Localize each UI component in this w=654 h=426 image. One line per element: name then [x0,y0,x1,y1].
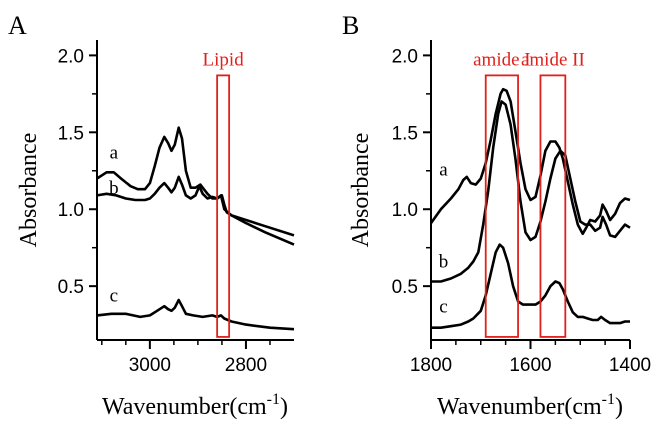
region-label-a-0: Lipid [203,49,245,70]
series-label-b-b: b [439,252,449,273]
y-axis-label-b: Absorbance [348,133,374,248]
panel-label-a: A [8,11,27,40]
spectrum-line-b-a [429,87,631,236]
region-box-a-0 [216,74,231,338]
y-axis-label-a: Absorbance [16,133,42,248]
x-tick-label-a-1: 2800 [225,355,267,376]
x-axis-label-a-main: Wavenumber(cm [102,394,267,420]
x-axis-label-a: Wavenumber(cm-1) [102,391,288,420]
series-label-b-a: a [439,159,448,180]
y-tick-label-a-1: 1.0 [58,200,84,221]
x-axis-label-a-close: ) [280,394,288,420]
spectrum-line-b-b [431,100,631,283]
series-label-a-c: c [110,286,118,307]
y-tick-label-b-2: 1.5 [392,123,418,144]
region-box-b-1 [539,74,567,338]
y-tick-label-b-1: 1.0 [392,200,418,221]
x-tick-label-b-2: 1400 [609,355,651,376]
x-tick-label-a-0: 3000 [129,355,171,376]
series-label-a-b: b [109,178,119,199]
series-label-b-c: c [439,296,447,317]
panel-b: B 1800 1600 1400 0.5 1.0 1.5 2.0 a b c amide Iam… [342,11,651,420]
y-tick-label-b-3: 2.0 [392,46,418,67]
y-tick-label-a-0: 0.5 [58,277,84,298]
spectrum-line-a-b [96,175,295,246]
x-axis-label-b-close: ) [615,394,623,420]
y-tick-label-a-3: 2.0 [58,46,84,67]
x-axis-label-b: Wavenumber(cm-1) [437,391,623,420]
region-label-b-1: amide II [521,49,585,70]
panel-label-b: B [342,11,359,40]
spectrum-line-a-c [96,298,295,331]
x-tick-label-b-0: 1800 [410,355,452,376]
series-label-a-a: a [110,142,119,163]
panel-a: A 3000 2800 0.5 1.0 1.5 2.0 ab c Lipid Absorba… [8,11,295,420]
y-tick-label-b-0: 0.5 [392,277,418,298]
x-axis-label-a-sup: -1 [267,391,280,408]
x-axis-label-b-main: Wavenumber(cm [437,394,602,420]
x-axis-label-b-sup: -1 [602,391,615,408]
region-label-b-0: amide I [473,49,531,70]
y-tick-label-a-2: 1.5 [58,123,84,144]
spectrum-line-a-a [96,126,295,237]
x-tick-label-b-1: 1600 [509,355,551,376]
region-box-b-0 [484,74,519,338]
spectrum-line-b-c [431,243,630,329]
